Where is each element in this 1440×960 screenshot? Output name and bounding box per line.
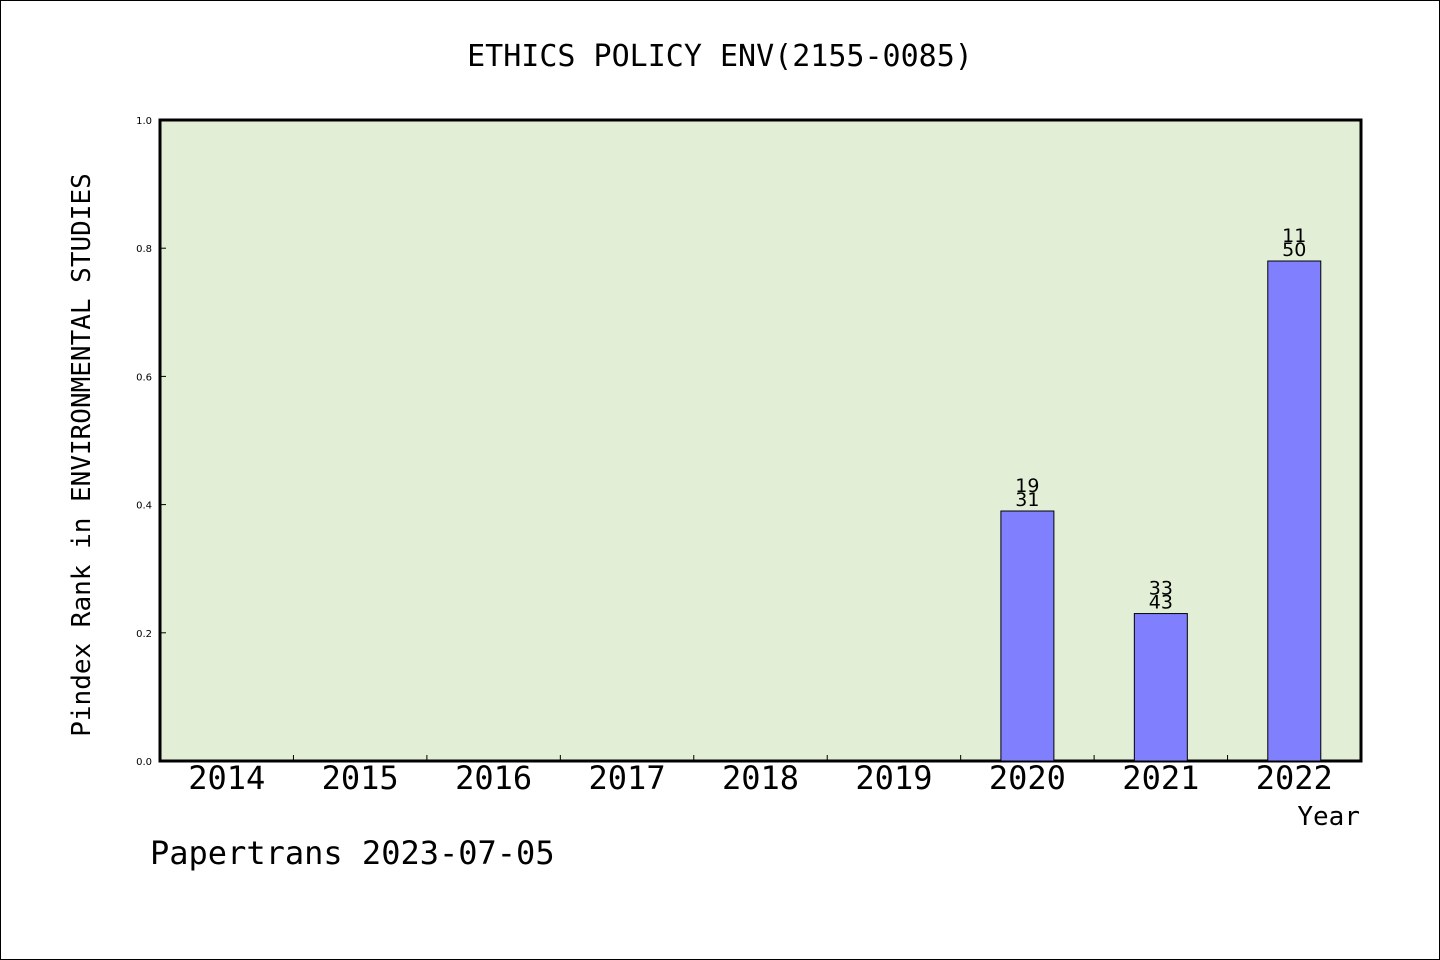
x-tick-labels: 2014 2015 2016 2017 2018 2019 2020 2021 2022 bbox=[188, 759, 1333, 797]
bars bbox=[1000, 260, 1322, 762]
y-axis-ticks: 0.0 0.2 0.4 0.6 0.8 1.0 bbox=[136, 116, 166, 768]
y-tick-label: 0.0 bbox=[136, 757, 152, 768]
bar-label-top: 19 bbox=[1015, 475, 1039, 497]
x-tick-label: 2014 bbox=[188, 759, 265, 797]
x-tick-label: 2017 bbox=[589, 759, 666, 797]
x-tick-label: 2022 bbox=[1256, 759, 1333, 797]
bar-2022 bbox=[1267, 260, 1322, 762]
bar-2020 bbox=[1000, 510, 1055, 762]
bar-label-bottom: 50 bbox=[1282, 239, 1306, 261]
x-axis-ticks bbox=[292, 755, 1229, 761]
footer-text: Papertrans 2023-07-05 bbox=[150, 834, 555, 872]
y-tick-label: 0.8 bbox=[136, 244, 152, 255]
x-tick-label: 2021 bbox=[1122, 759, 1199, 797]
x-tick-label: 2019 bbox=[855, 759, 932, 797]
y-tick-label: 0.4 bbox=[136, 501, 152, 512]
bar-label-top: 33 bbox=[1149, 578, 1173, 600]
bar-2021 bbox=[1133, 613, 1188, 762]
x-tick-label: 2018 bbox=[722, 759, 799, 797]
y-tick-label: 0.6 bbox=[136, 372, 152, 383]
x-axis-label: Year bbox=[1297, 802, 1360, 832]
y-tick-label: 0.2 bbox=[136, 629, 152, 640]
x-tick-label: 2020 bbox=[989, 759, 1066, 797]
bar-label-bottom: 31 bbox=[1015, 489, 1039, 511]
y-tick-label: 1.0 bbox=[136, 116, 152, 127]
chart-title: ETHICS POLICY ENV(2155-0085) bbox=[467, 39, 973, 74]
bar-label-bottom: 43 bbox=[1149, 592, 1173, 614]
x-tick-label: 2015 bbox=[322, 759, 399, 797]
x-tick-label: 2016 bbox=[455, 759, 532, 797]
bar-label-top: 11 bbox=[1282, 225, 1306, 247]
y-axis-label: Pindex Rank in ENVIRONMENTAL STUDIES bbox=[67, 173, 97, 737]
